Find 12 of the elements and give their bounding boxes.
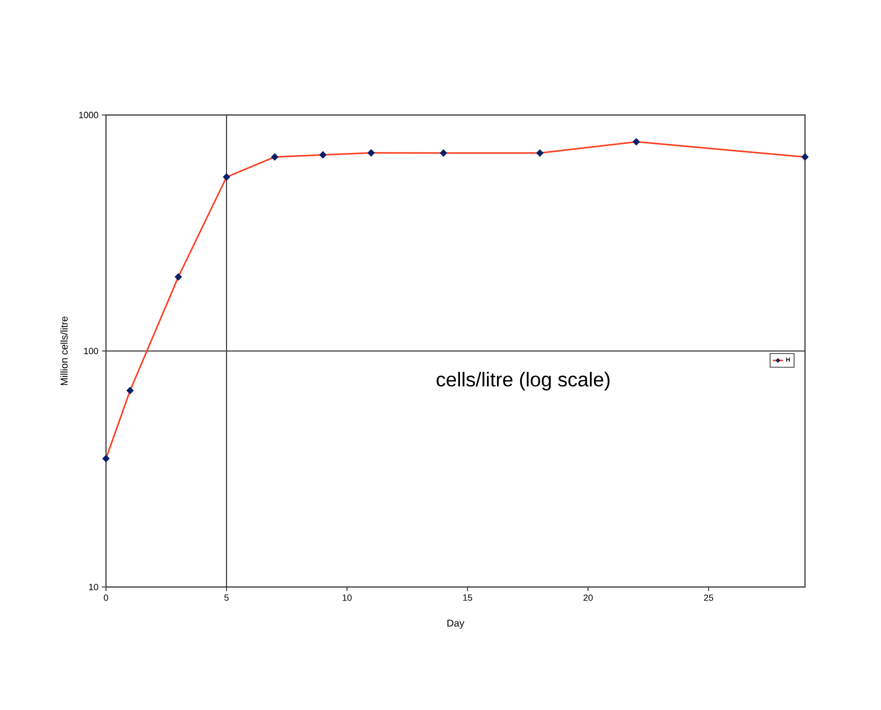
y-tick-label: 1000 (79, 112, 98, 118)
x-tick-label: 0 (104, 594, 108, 601)
y-tick-label: 100 (84, 348, 98, 354)
x-axis-title: Day (447, 620, 464, 629)
x-tick-label: 10 (342, 594, 352, 601)
x-tick-label: 5 (224, 594, 229, 601)
y-tick-label: 10 (89, 584, 98, 590)
y-axis-title: Million cells/litre (60, 316, 68, 386)
annotation: cells/litre (log scale) (436, 372, 610, 390)
x-tick-label: 25 (704, 594, 714, 601)
x-tick-label: 20 (584, 594, 593, 601)
x-tick-label: 15 (463, 594, 472, 601)
